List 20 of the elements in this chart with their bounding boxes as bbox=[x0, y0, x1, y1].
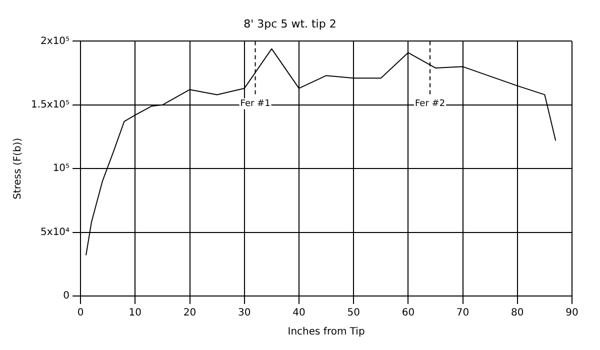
x-tick-label: 30 bbox=[238, 308, 251, 319]
chart-title: 8' 3pc 5 wt. tip 2 bbox=[244, 17, 336, 30]
ref-line-label: Fer #2 bbox=[414, 99, 446, 110]
x-tick-label: 50 bbox=[347, 308, 360, 319]
x-tick-label: 60 bbox=[402, 308, 415, 319]
ref-line-label: Fer #1 bbox=[240, 99, 270, 110]
y-tick-label: 5x10⁴ bbox=[40, 226, 70, 238]
y-tick-label: 10⁵ bbox=[52, 163, 70, 174]
x-tick-label: 80 bbox=[511, 308, 524, 319]
y-tick-label: 1.5x10⁵ bbox=[30, 99, 70, 110]
y-axis-title: Stress (F(b)) bbox=[12, 138, 24, 200]
x-tick-label: 70 bbox=[456, 308, 470, 319]
x-tick-label: 10 bbox=[128, 308, 142, 319]
x-tick-label: 40 bbox=[292, 308, 306, 319]
y-tick-label: 0 bbox=[63, 290, 70, 302]
x-tick-label: 20 bbox=[183, 308, 196, 319]
x-tick-label: 90 bbox=[566, 308, 578, 319]
x-axis-title: Inches from Tip bbox=[288, 326, 365, 338]
x-tick-label: 0 bbox=[77, 308, 84, 319]
y-tick-label: 2x10⁵ bbox=[40, 36, 70, 47]
